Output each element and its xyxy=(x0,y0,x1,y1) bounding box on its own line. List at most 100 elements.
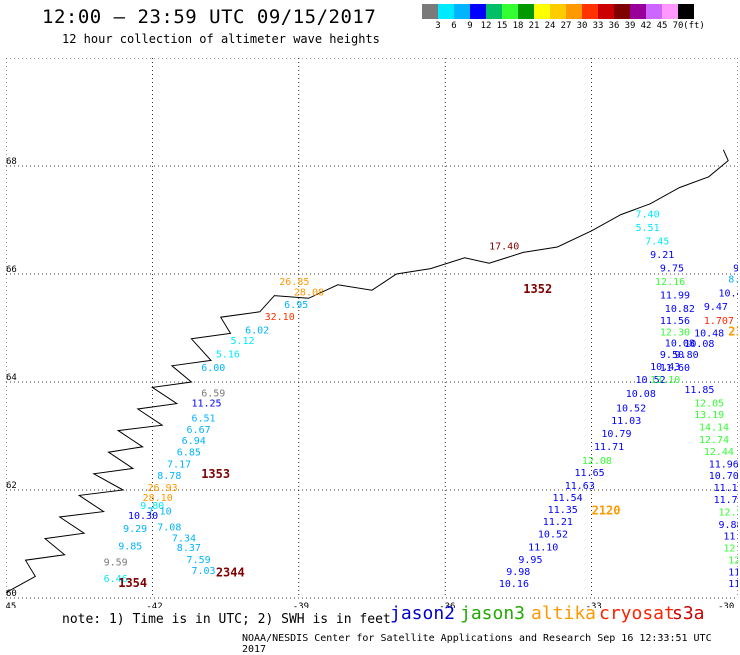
wave-height-value: 14.14 xyxy=(699,423,729,434)
y-tick-label: 64 xyxy=(6,373,17,383)
wave-height-value: 9.95 xyxy=(518,555,542,566)
wave-height-value: 6.51 xyxy=(191,413,215,424)
wave-height-value: 10.48 xyxy=(718,289,738,300)
wave-height-value: 7.08 xyxy=(157,523,181,534)
pass-id-label: 2120 xyxy=(592,503,621,517)
color-scale-swatch xyxy=(630,4,646,19)
wave-height-value: 7.59 xyxy=(187,555,211,566)
wave-height-value: 28.08 xyxy=(294,288,324,299)
color-scale-swatch xyxy=(518,4,534,19)
x-tick-label: -45 xyxy=(6,602,16,608)
color-scale-label: 18 xyxy=(512,21,524,31)
wave-height-value: 7.17 xyxy=(167,459,191,470)
footer-note: note: 1) Time is in UTC; 2) SWH is in fe… xyxy=(62,612,391,627)
wave-height-value: 6.02 xyxy=(245,325,269,336)
color-scale-swatch xyxy=(534,4,550,19)
wave-height-value: 32.10 xyxy=(265,312,295,323)
color-scale-labels: 3 6 9 12 15 18 21 24 27 30 33 36 39 42 45 70 (ft) xyxy=(422,21,740,35)
pass-id-label: 1353 xyxy=(201,467,230,481)
color-scale-label: 70 xyxy=(672,21,684,31)
wave-height-value: 8.37 xyxy=(177,543,201,554)
legend-entry-jason3: jason3 xyxy=(460,603,526,624)
color-scale-label: 15 xyxy=(496,21,508,31)
pass-labels: 135213531354234421202111 xyxy=(118,282,738,590)
legend-entry-altika: altika xyxy=(531,603,597,624)
color-scale-label: 21 xyxy=(528,21,540,31)
x-tick-label: -42 xyxy=(146,602,162,608)
pass-id-label: 211 xyxy=(728,325,738,339)
wave-height-value: 12.08 xyxy=(582,456,612,467)
wave-height-value: 6.46 xyxy=(104,574,128,585)
x-tick-label: -33 xyxy=(586,602,602,608)
wave-height-value: 12.44 xyxy=(704,447,734,458)
wave-height-value: 6.59 xyxy=(201,389,225,400)
y-tick-label: 70 xyxy=(6,58,17,59)
color-scale-swatch xyxy=(454,4,470,19)
legend-entry-jason2: jason2 xyxy=(390,603,456,624)
color-scale-swatch xyxy=(422,4,438,19)
wave-height-value: 8.3 xyxy=(728,275,738,286)
color-scale-label: 3 xyxy=(435,21,441,31)
axis-ticks: -45 -42 -39 -36 -33 -30 60 62 64 66 68 70 xyxy=(6,58,734,608)
wave-height-value: 9.80 xyxy=(675,350,699,361)
y-tick-label: 62 xyxy=(6,481,17,491)
color-scale-label: 9 xyxy=(467,21,473,31)
color-scale-label: (ft) xyxy=(683,21,705,31)
wave-height-value: 12.36 xyxy=(728,555,738,566)
color-scale-label: 12 xyxy=(480,21,492,31)
wave-height-value: 11.63 xyxy=(565,481,595,492)
wave-height-value: 11.99 xyxy=(728,567,738,578)
wave-height-value: 7.40 xyxy=(636,209,660,220)
wave-height-value: 11.12 xyxy=(714,483,738,494)
wave-height-value: 5.12 xyxy=(230,336,254,347)
wave-height-value: 9.88 xyxy=(718,520,738,531)
footer-credit: NOAA/NESDIS Center for Satellite Applica… xyxy=(242,633,712,655)
pass-id-label: 1354 xyxy=(118,576,147,590)
wave-height-value: 11.10 xyxy=(528,542,558,553)
wave-height-value: 6.85 xyxy=(177,447,201,458)
wave-height-value: 8.78 xyxy=(157,471,181,482)
wave-height-value: 1.707 xyxy=(704,316,734,327)
wave-height-value: 11.61 xyxy=(723,532,738,543)
wave-height-value: 10.16 xyxy=(499,579,529,590)
wave-height-value: 10.79 xyxy=(601,429,631,440)
wave-height-value: 11.25 xyxy=(191,398,221,409)
wave-height-value: 9.29 xyxy=(123,524,147,535)
legend-entry-s3a: s3a xyxy=(672,603,705,624)
wave-height-value: 11.65 xyxy=(575,468,605,479)
wave-height-value: 9.50 xyxy=(660,350,684,361)
wave-height-value: 6.67 xyxy=(187,425,211,436)
color-scale-label: 30 xyxy=(576,21,588,31)
color-scale-swatch xyxy=(646,4,662,19)
y-tick-label: 60 xyxy=(6,589,17,599)
wave-height-value: 7.45 xyxy=(645,236,669,247)
wave-height-value: 10.08 xyxy=(626,389,656,400)
wave-height-value: 9.21 xyxy=(650,250,674,261)
wave-height-value: 11.60 xyxy=(660,363,690,374)
wave-height-value: 12.05 xyxy=(694,398,724,409)
color-scale-swatch xyxy=(678,4,694,19)
wave-height-value: 11.35 xyxy=(548,505,578,516)
legend-entry-cryosat: cryosat xyxy=(599,603,675,624)
wave-height-value: 11.29 xyxy=(728,579,738,590)
wave-height-value: 28.10 xyxy=(143,493,173,504)
wave-height-value: 26.93 xyxy=(148,483,178,494)
greenland-coastline xyxy=(6,149,729,594)
color-scale-swatch xyxy=(598,4,614,19)
wave-height-value: 11.85 xyxy=(684,385,714,396)
wave-height-value: 10.52 xyxy=(538,530,568,541)
color-scale-swatch xyxy=(550,4,566,19)
wave-height-value: 13.10 xyxy=(650,375,680,386)
wave-height-value: 11.03 xyxy=(611,416,641,427)
x-tick-label: -36 xyxy=(439,602,455,608)
wave-height-value: 13.19 xyxy=(694,410,724,421)
wave-height-value: 5.51 xyxy=(636,223,660,234)
wave-height-value: 10.52 xyxy=(636,375,666,386)
wave-height-value: 12.86 xyxy=(723,544,738,555)
color-scale-swatch xyxy=(486,4,502,19)
wave-height-value: 26.85 xyxy=(279,277,309,288)
page-subtitle: 12 hour collection of altimeter wave hei… xyxy=(62,32,380,46)
x-tick-label: -39 xyxy=(293,602,309,608)
wave-height-value: 9.80 xyxy=(140,501,164,512)
